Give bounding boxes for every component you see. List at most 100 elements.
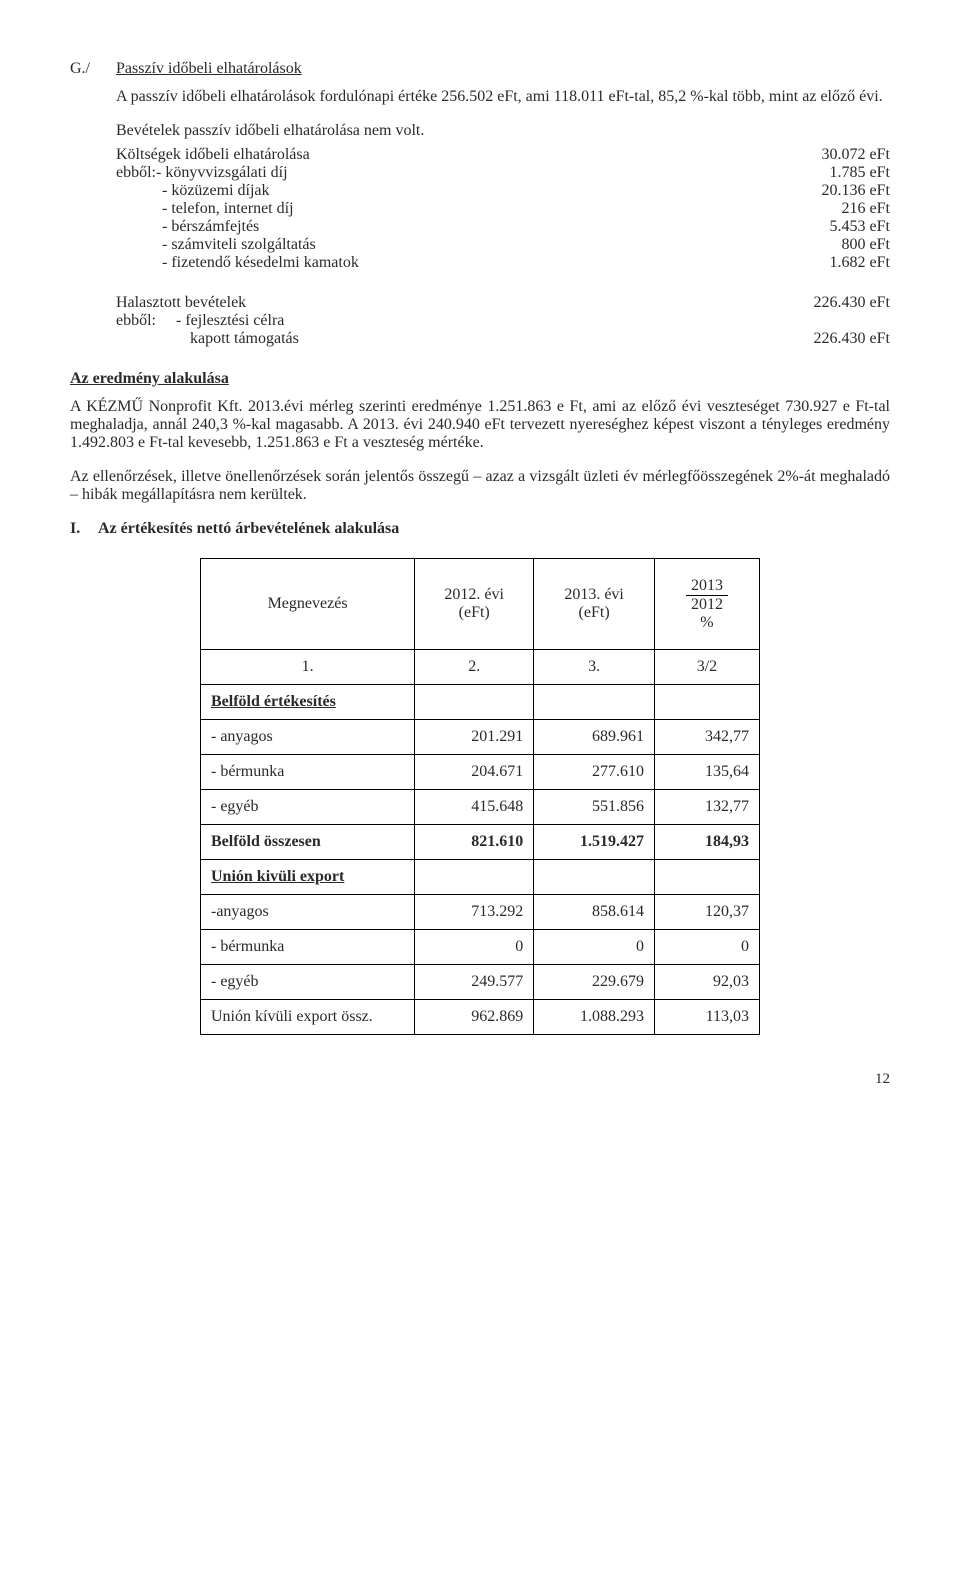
table-cell-ratio: 113,03	[654, 1000, 759, 1035]
table-cell-label: - bérmunka	[201, 755, 415, 790]
numrow-3: 3.	[534, 650, 655, 685]
table-row: Unión kivüli export	[201, 860, 760, 895]
th-2013b: (eFt)	[544, 604, 644, 622]
section-i-title: Az értékesítés nettó árbevételének alaku…	[98, 520, 399, 538]
table-cell-label: - anyagos	[201, 720, 415, 755]
table-cell-2013: 858.614	[534, 895, 655, 930]
table-cell-2013: 689.961	[534, 720, 655, 755]
def-l1-label: Halasztott bevételek	[116, 294, 750, 312]
table-cell-2012: 0	[415, 930, 534, 965]
table-cell-ratio	[654, 685, 759, 720]
table-cell-ratio: 120,37	[654, 895, 759, 930]
heading-title: Passzív időbeli elhatárolások	[116, 60, 302, 78]
table-cell-2013: 1.519.427	[534, 825, 655, 860]
cost-l2-val: 1.785 eFt	[750, 164, 890, 182]
cost-block: Költségek időbeli elhatárolása30.072 eFt…	[116, 146, 890, 272]
cost-l3-label: - közüzemi díjak	[116, 182, 750, 200]
th-ratio-b: 2012	[686, 595, 728, 614]
table-cell-ratio: 184,93	[654, 825, 759, 860]
table-header-row: Megnevezés 2012. évi (eFt) 2013. évi (eF…	[201, 559, 760, 650]
table-row: Belföld értékesítés	[201, 685, 760, 720]
table-cell-2013	[534, 860, 655, 895]
cost-l3-val: 20.136 eFt	[750, 182, 890, 200]
table-cell-label: Belföld összesen	[201, 825, 415, 860]
table-cell-2012: 204.671	[415, 755, 534, 790]
table-numrow: 1. 2. 3. 3/2	[201, 650, 760, 685]
section-i-heading: I. Az értékesítés nettó árbevételének al…	[70, 520, 890, 538]
table-cell-2012	[415, 860, 534, 895]
deferred-block: Halasztott bevételek226.430 eFt ebből: -…	[116, 294, 890, 348]
th-ratio-a: 2013	[665, 577, 749, 595]
cost-l6-val: 800 eFt	[750, 236, 890, 254]
table-cell-2013: 1.088.293	[534, 1000, 655, 1035]
revenue-table: Megnevezés 2012. évi (eFt) 2013. évi (eF…	[200, 558, 760, 1035]
th-ratio: 2013 2012 %	[654, 559, 759, 650]
numrow-4: 3/2	[654, 650, 759, 685]
table-cell-ratio: 342,77	[654, 720, 759, 755]
th-ratio-c: %	[665, 614, 749, 632]
table-cell-label: Unión kivüli export	[201, 860, 415, 895]
cost-l4-label: - telefon, internet díj	[116, 200, 750, 218]
table-cell-label: - egyéb	[201, 965, 415, 1000]
paragraph-1: A passzív időbeli elhatárolások fordulón…	[116, 88, 890, 106]
def-l3-label: kapott támogatás	[116, 330, 750, 348]
th-2012: 2012. évi (eFt)	[415, 559, 534, 650]
table-cell-label: Belföld értékesítés	[201, 685, 415, 720]
cost-l5-val: 5.453 eFt	[750, 218, 890, 236]
table-cell-2012	[415, 685, 534, 720]
table-cell-2012: 201.291	[415, 720, 534, 755]
table-cell-2013: 229.679	[534, 965, 655, 1000]
cost-l2-label: ebből:- könyvvizsgálati díj	[116, 164, 750, 182]
def-l2a: ebből:	[116, 312, 176, 330]
th-megnevezes: Megnevezés	[201, 559, 415, 650]
table-cell-ratio: 92,03	[654, 965, 759, 1000]
table-cell-label: Unión kívüli export össz.	[201, 1000, 415, 1035]
paragraph-4: Az ellenőrzések, illetve önellenőrzések …	[70, 468, 890, 504]
cost-l6-label: - számviteli szolgáltatás	[116, 236, 750, 254]
table-row: Belföld összesen821.6101.519.427184,93	[201, 825, 760, 860]
def-l2b: - fejlesztési célra	[176, 312, 284, 330]
numrow-2: 2.	[415, 650, 534, 685]
table-row: - egyéb249.577229.67992,03	[201, 965, 760, 1000]
table-cell-2012: 249.577	[415, 965, 534, 1000]
numrow-1: 1.	[201, 650, 415, 685]
table-cell-ratio: 135,64	[654, 755, 759, 790]
section-i-num: I.	[70, 520, 98, 538]
def-l1-val: 226.430 eFt	[750, 294, 890, 312]
cost-l1-val: 30.072 eFt	[750, 146, 890, 164]
table-cell-2013: 277.610	[534, 755, 655, 790]
table-row: -anyagos713.292858.614120,37	[201, 895, 760, 930]
section-g-heading: G./ Passzív időbeli elhatárolások	[70, 60, 890, 78]
page-number: 12	[70, 1071, 890, 1088]
table-cell-ratio: 0	[654, 930, 759, 965]
table-cell-2012: 415.648	[415, 790, 534, 825]
table-cell-label: - bérmunka	[201, 930, 415, 965]
table-cell-label: - egyéb	[201, 790, 415, 825]
table-cell-ratio	[654, 860, 759, 895]
table-cell-ratio: 132,77	[654, 790, 759, 825]
result-heading: Az eredmény alakulása	[70, 370, 890, 388]
th-2013: 2013. évi (eFt)	[534, 559, 655, 650]
cost-l7-label: - fizetendő késedelmi kamatok	[116, 254, 750, 272]
th-2012a: 2012. évi	[425, 586, 523, 604]
table-row: - egyéb415.648551.856132,77	[201, 790, 760, 825]
table-cell-label: -anyagos	[201, 895, 415, 930]
def-l3-val: 226.430 eFt	[750, 330, 890, 348]
th-2013a: 2013. évi	[544, 586, 644, 604]
heading-prefix: G./	[70, 60, 116, 78]
table-row: - bérmunka204.671277.610135,64	[201, 755, 760, 790]
cost-l5-label: - bérszámfejtés	[116, 218, 750, 236]
table-cell-2013: 0	[534, 930, 655, 965]
table-cell-2012: 713.292	[415, 895, 534, 930]
table-cell-2012: 962.869	[415, 1000, 534, 1035]
table-cell-2013	[534, 685, 655, 720]
cost-l7-val: 1.682 eFt	[750, 254, 890, 272]
paragraph-3: A KÉZMŰ Nonprofit Kft. 2013.évi mérleg s…	[70, 398, 890, 452]
paragraph-2: Bevételek passzív időbeli elhatárolása n…	[116, 122, 890, 140]
cost-l1-label: Költségek időbeli elhatárolása	[116, 146, 750, 164]
table-row: - anyagos201.291689.961342,77	[201, 720, 760, 755]
table-row: Unión kívüli export össz.962.8691.088.29…	[201, 1000, 760, 1035]
table-cell-2013: 551.856	[534, 790, 655, 825]
table-cell-2012: 821.610	[415, 825, 534, 860]
th-2012b: (eFt)	[425, 604, 523, 622]
